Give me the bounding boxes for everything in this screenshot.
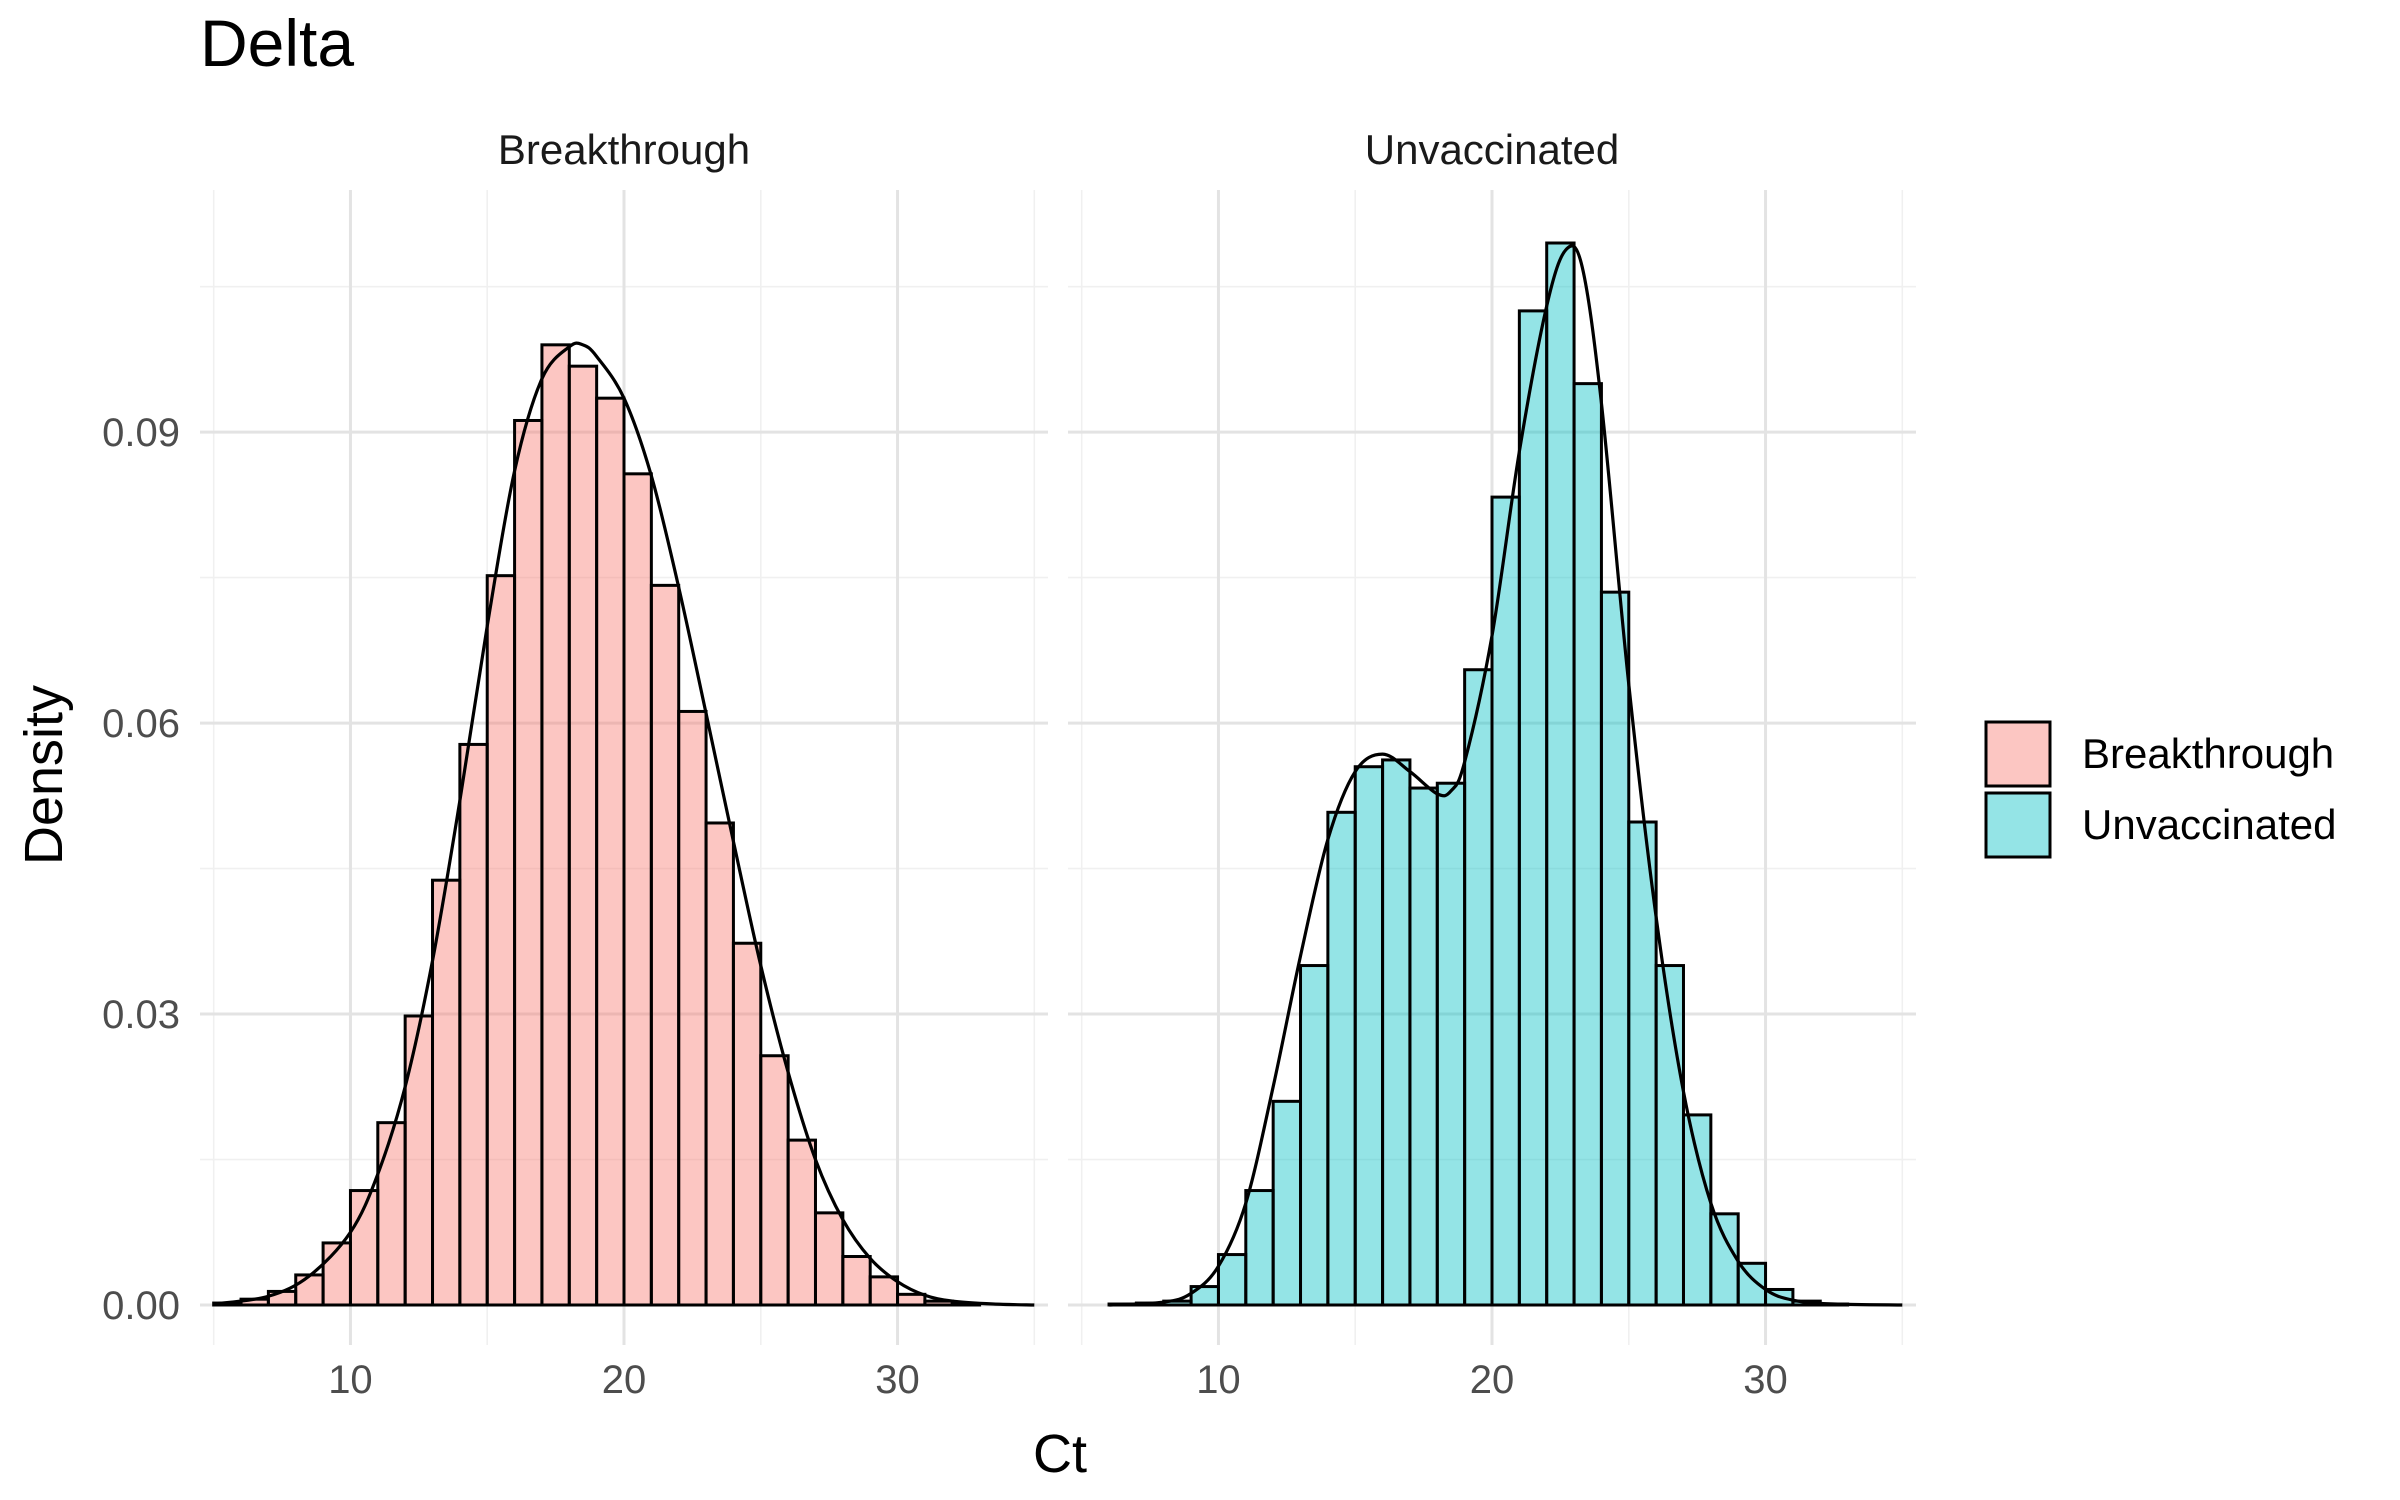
histogram-bar	[1709, 1212, 1740, 1307]
x-tick-label: 30	[1743, 1358, 1788, 1402]
histogram-bar	[376, 1121, 407, 1307]
histogram-bar	[1463, 668, 1494, 1307]
histogram-bar	[759, 1054, 790, 1307]
y-tick-label: 0.00	[102, 1284, 180, 1328]
histogram-bar	[1599, 590, 1631, 1307]
histogram-bar	[1244, 1189, 1275, 1307]
histogram-bar	[1271, 1099, 1303, 1307]
x-tick-label: 10	[1196, 1358, 1241, 1402]
panel-strip-label: Breakthrough	[498, 126, 750, 173]
x-axis-tick-labels: 10 20 30 10 20 30	[328, 1358, 1788, 1402]
histogram-bar	[485, 574, 517, 1307]
histogram-bar	[1435, 781, 1467, 1307]
histogram-bar	[677, 709, 708, 1307]
histogram-bar	[1299, 964, 1330, 1307]
panel-unvaccinated: Unvaccinated	[1068, 126, 1916, 1345]
histogram-bar	[403, 1014, 435, 1307]
histogram-bar	[1627, 820, 1658, 1307]
histogram-bar	[1572, 382, 1603, 1307]
y-tick-label: 0.09	[102, 411, 180, 455]
histogram-bar	[1326, 810, 1357, 1307]
histogram-bar	[1381, 758, 1412, 1307]
y-axis-tick-labels: 0.00 0.03 0.06 0.09	[102, 411, 180, 1328]
legend-key	[1984, 791, 2052, 859]
x-tick-label: 20	[602, 1358, 647, 1402]
histogram-bar	[458, 742, 489, 1307]
histogram-bar	[813, 1211, 845, 1307]
chart-title: Delta	[200, 6, 354, 80]
histogram-bar	[1517, 309, 1549, 1307]
histogram-bar	[595, 396, 626, 1307]
panel-strip-label: Unvaccinated	[1365, 126, 1619, 173]
y-axis-label: Density	[14, 685, 74, 865]
density-curve	[213, 341, 1035, 1307]
histogram-bar	[540, 343, 571, 1307]
legend-label: Breakthrough	[2082, 730, 2334, 777]
histogram-bar	[704, 821, 735, 1307]
histogram-bar	[294, 1273, 325, 1307]
histogram-bar	[1408, 786, 1439, 1307]
histogram-bar	[786, 1138, 817, 1307]
panel-breakthrough: Breakthrough	[200, 126, 1048, 1345]
histogram-bar	[841, 1255, 872, 1307]
x-tick-label: 10	[328, 1358, 373, 1402]
histogram-bar	[1681, 1113, 1713, 1307]
histogram-bar	[1353, 765, 1385, 1307]
legend: Breakthrough Unvaccinated	[1984, 720, 2336, 859]
histogram-bar	[868, 1275, 900, 1307]
x-tick-label: 30	[875, 1358, 920, 1402]
legend-key-background	[1986, 793, 2050, 857]
x-axis-label: Ct	[1033, 1424, 1087, 1484]
histogram-bar	[731, 941, 763, 1307]
histogram-bar	[1545, 241, 1576, 1307]
histogram-bar	[513, 418, 544, 1307]
legend-key	[1984, 720, 2052, 788]
legend-key-background	[1986, 722, 2050, 786]
y-tick-label: 0.06	[102, 702, 180, 746]
histogram-bars	[1107, 241, 1850, 1307]
histogram-bar	[567, 364, 599, 1307]
histogram-bars	[212, 343, 982, 1307]
histogram-bar	[622, 472, 653, 1307]
histogram-bar	[649, 583, 681, 1307]
y-tick-label: 0.03	[102, 993, 180, 1037]
density-curve	[1108, 244, 1903, 1307]
histogram-bar	[1216, 1253, 1248, 1307]
x-tick-label: 20	[1470, 1358, 1515, 1402]
legend-label: Unvaccinated	[2082, 801, 2336, 848]
histogram-bar	[896, 1292, 927, 1307]
